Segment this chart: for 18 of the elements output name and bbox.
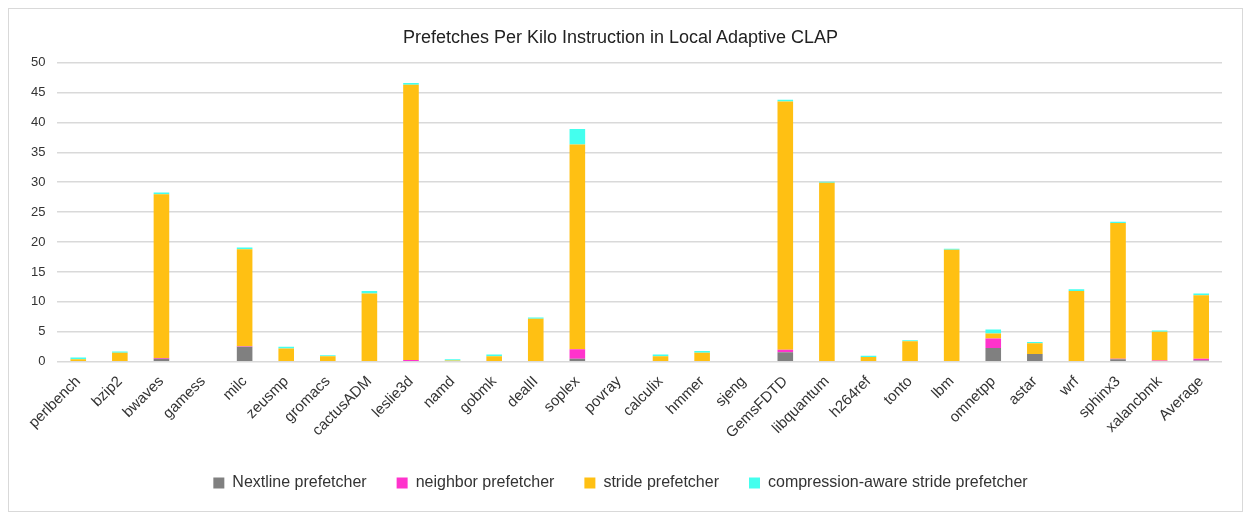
chart-title: Prefetches Per Kilo Instruction in Local Adaptive CLAP xyxy=(402,26,839,47)
y-tick-label: 0 xyxy=(38,353,46,369)
x-tick-label: milc xyxy=(218,371,251,403)
y-tick-label: 40 xyxy=(30,114,46,129)
x-tick-label: wrf xyxy=(1054,371,1083,399)
y-tick-label: 50 xyxy=(30,54,46,70)
legend-label: stride prefetcher xyxy=(603,473,720,491)
y-tick-label: 35 xyxy=(30,143,46,159)
y-tick-label: 10 xyxy=(30,293,46,309)
y-tick-label: 5 xyxy=(38,323,46,339)
legend-label: neighbor prefetcher xyxy=(415,473,556,491)
y-tick-label: 15 xyxy=(30,263,46,279)
y-tick-label: 45 xyxy=(30,84,46,100)
y-tick-label: 25 xyxy=(30,203,46,219)
y-tick-label: 30 xyxy=(30,173,46,189)
legend-label: Nextline prefetcher xyxy=(232,473,368,491)
y-tick-label: 20 xyxy=(30,233,46,249)
legend-label: compression-aware stride prefetcher xyxy=(768,473,1029,491)
